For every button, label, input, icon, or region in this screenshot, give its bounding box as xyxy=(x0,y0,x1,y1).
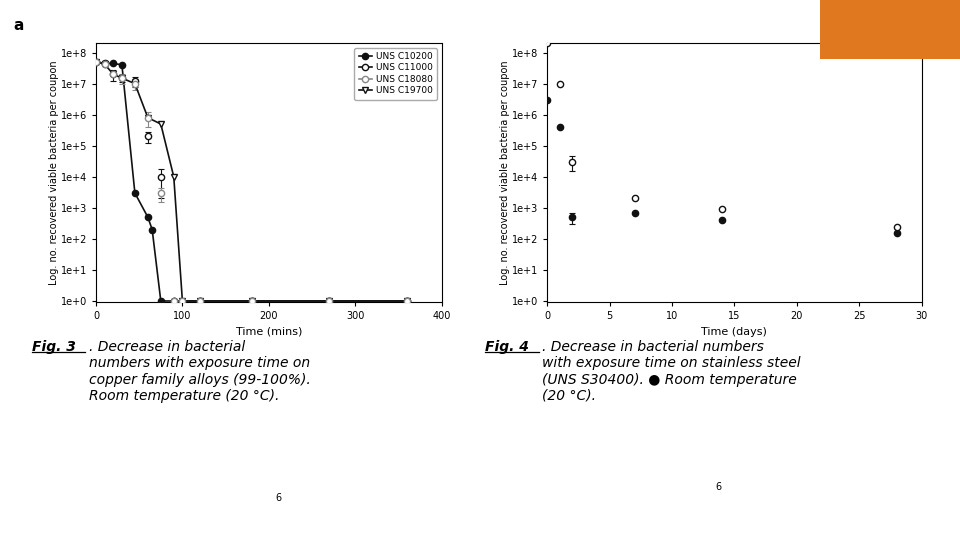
Text: . Decrease in bacterial
numbers with exposure time on
copper family alloys (99-1: . Decrease in bacterial numbers with exp… xyxy=(89,340,311,403)
X-axis label: Time (days): Time (days) xyxy=(702,327,767,337)
Text: Fig. 4: Fig. 4 xyxy=(485,340,529,354)
X-axis label: Time (mins): Time (mins) xyxy=(235,327,302,337)
Y-axis label: Log. no. recovered viable bacteria per coupon: Log. no. recovered viable bacteria per c… xyxy=(500,60,511,285)
Text: . Decrease in bacterial numbers
with exposure time on stainless steel
(UNS S3040: . Decrease in bacterial numbers with exp… xyxy=(542,340,801,403)
Text: 6: 6 xyxy=(276,493,281,503)
Legend: UNS C10200, UNS C11000, UNS C18080, UNS C19700: UNS C10200, UNS C11000, UNS C18080, UNS … xyxy=(354,48,437,99)
Y-axis label: Log. no. recovered viable bacteria per coupon: Log. no. recovered viable bacteria per c… xyxy=(49,60,60,285)
Text: Fig. 3: Fig. 3 xyxy=(32,340,76,354)
Text: 6: 6 xyxy=(715,482,721,492)
Text: a: a xyxy=(13,18,23,33)
